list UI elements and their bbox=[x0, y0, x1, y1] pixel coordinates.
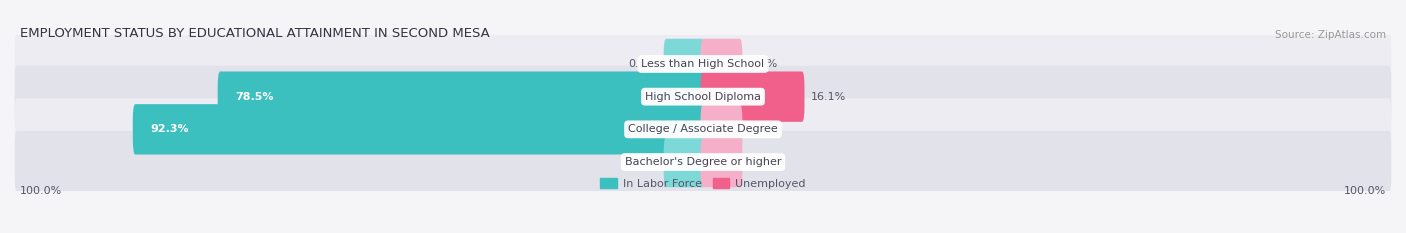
FancyBboxPatch shape bbox=[132, 104, 706, 154]
FancyBboxPatch shape bbox=[700, 137, 742, 187]
Text: 0.0%: 0.0% bbox=[628, 157, 657, 167]
Text: 92.3%: 92.3% bbox=[150, 124, 190, 134]
FancyBboxPatch shape bbox=[700, 39, 742, 89]
Text: 0.0%: 0.0% bbox=[749, 157, 778, 167]
Text: High School Diploma: High School Diploma bbox=[645, 92, 761, 102]
Text: Less than High School: Less than High School bbox=[641, 59, 765, 69]
Text: 0.0%: 0.0% bbox=[749, 59, 778, 69]
Text: 100.0%: 100.0% bbox=[20, 186, 62, 196]
Text: 100.0%: 100.0% bbox=[1344, 186, 1386, 196]
FancyBboxPatch shape bbox=[664, 39, 706, 89]
Text: Source: ZipAtlas.com: Source: ZipAtlas.com bbox=[1275, 30, 1386, 40]
Text: 78.5%: 78.5% bbox=[236, 92, 274, 102]
FancyBboxPatch shape bbox=[14, 66, 1392, 128]
FancyBboxPatch shape bbox=[218, 72, 706, 122]
Text: Bachelor's Degree or higher: Bachelor's Degree or higher bbox=[624, 157, 782, 167]
FancyBboxPatch shape bbox=[14, 98, 1392, 160]
Text: EMPLOYMENT STATUS BY EDUCATIONAL ATTAINMENT IN SECOND MESA: EMPLOYMENT STATUS BY EDUCATIONAL ATTAINM… bbox=[20, 27, 489, 40]
Text: 16.1%: 16.1% bbox=[811, 92, 846, 102]
FancyBboxPatch shape bbox=[700, 72, 804, 122]
Text: 0.0%: 0.0% bbox=[628, 59, 657, 69]
FancyBboxPatch shape bbox=[14, 131, 1392, 193]
Text: College / Associate Degree: College / Associate Degree bbox=[628, 124, 778, 134]
FancyBboxPatch shape bbox=[664, 137, 706, 187]
FancyBboxPatch shape bbox=[14, 33, 1392, 95]
Legend: In Labor Force, Unemployed: In Labor Force, Unemployed bbox=[596, 174, 810, 193]
FancyBboxPatch shape bbox=[700, 104, 742, 154]
Text: 0.0%: 0.0% bbox=[749, 124, 778, 134]
